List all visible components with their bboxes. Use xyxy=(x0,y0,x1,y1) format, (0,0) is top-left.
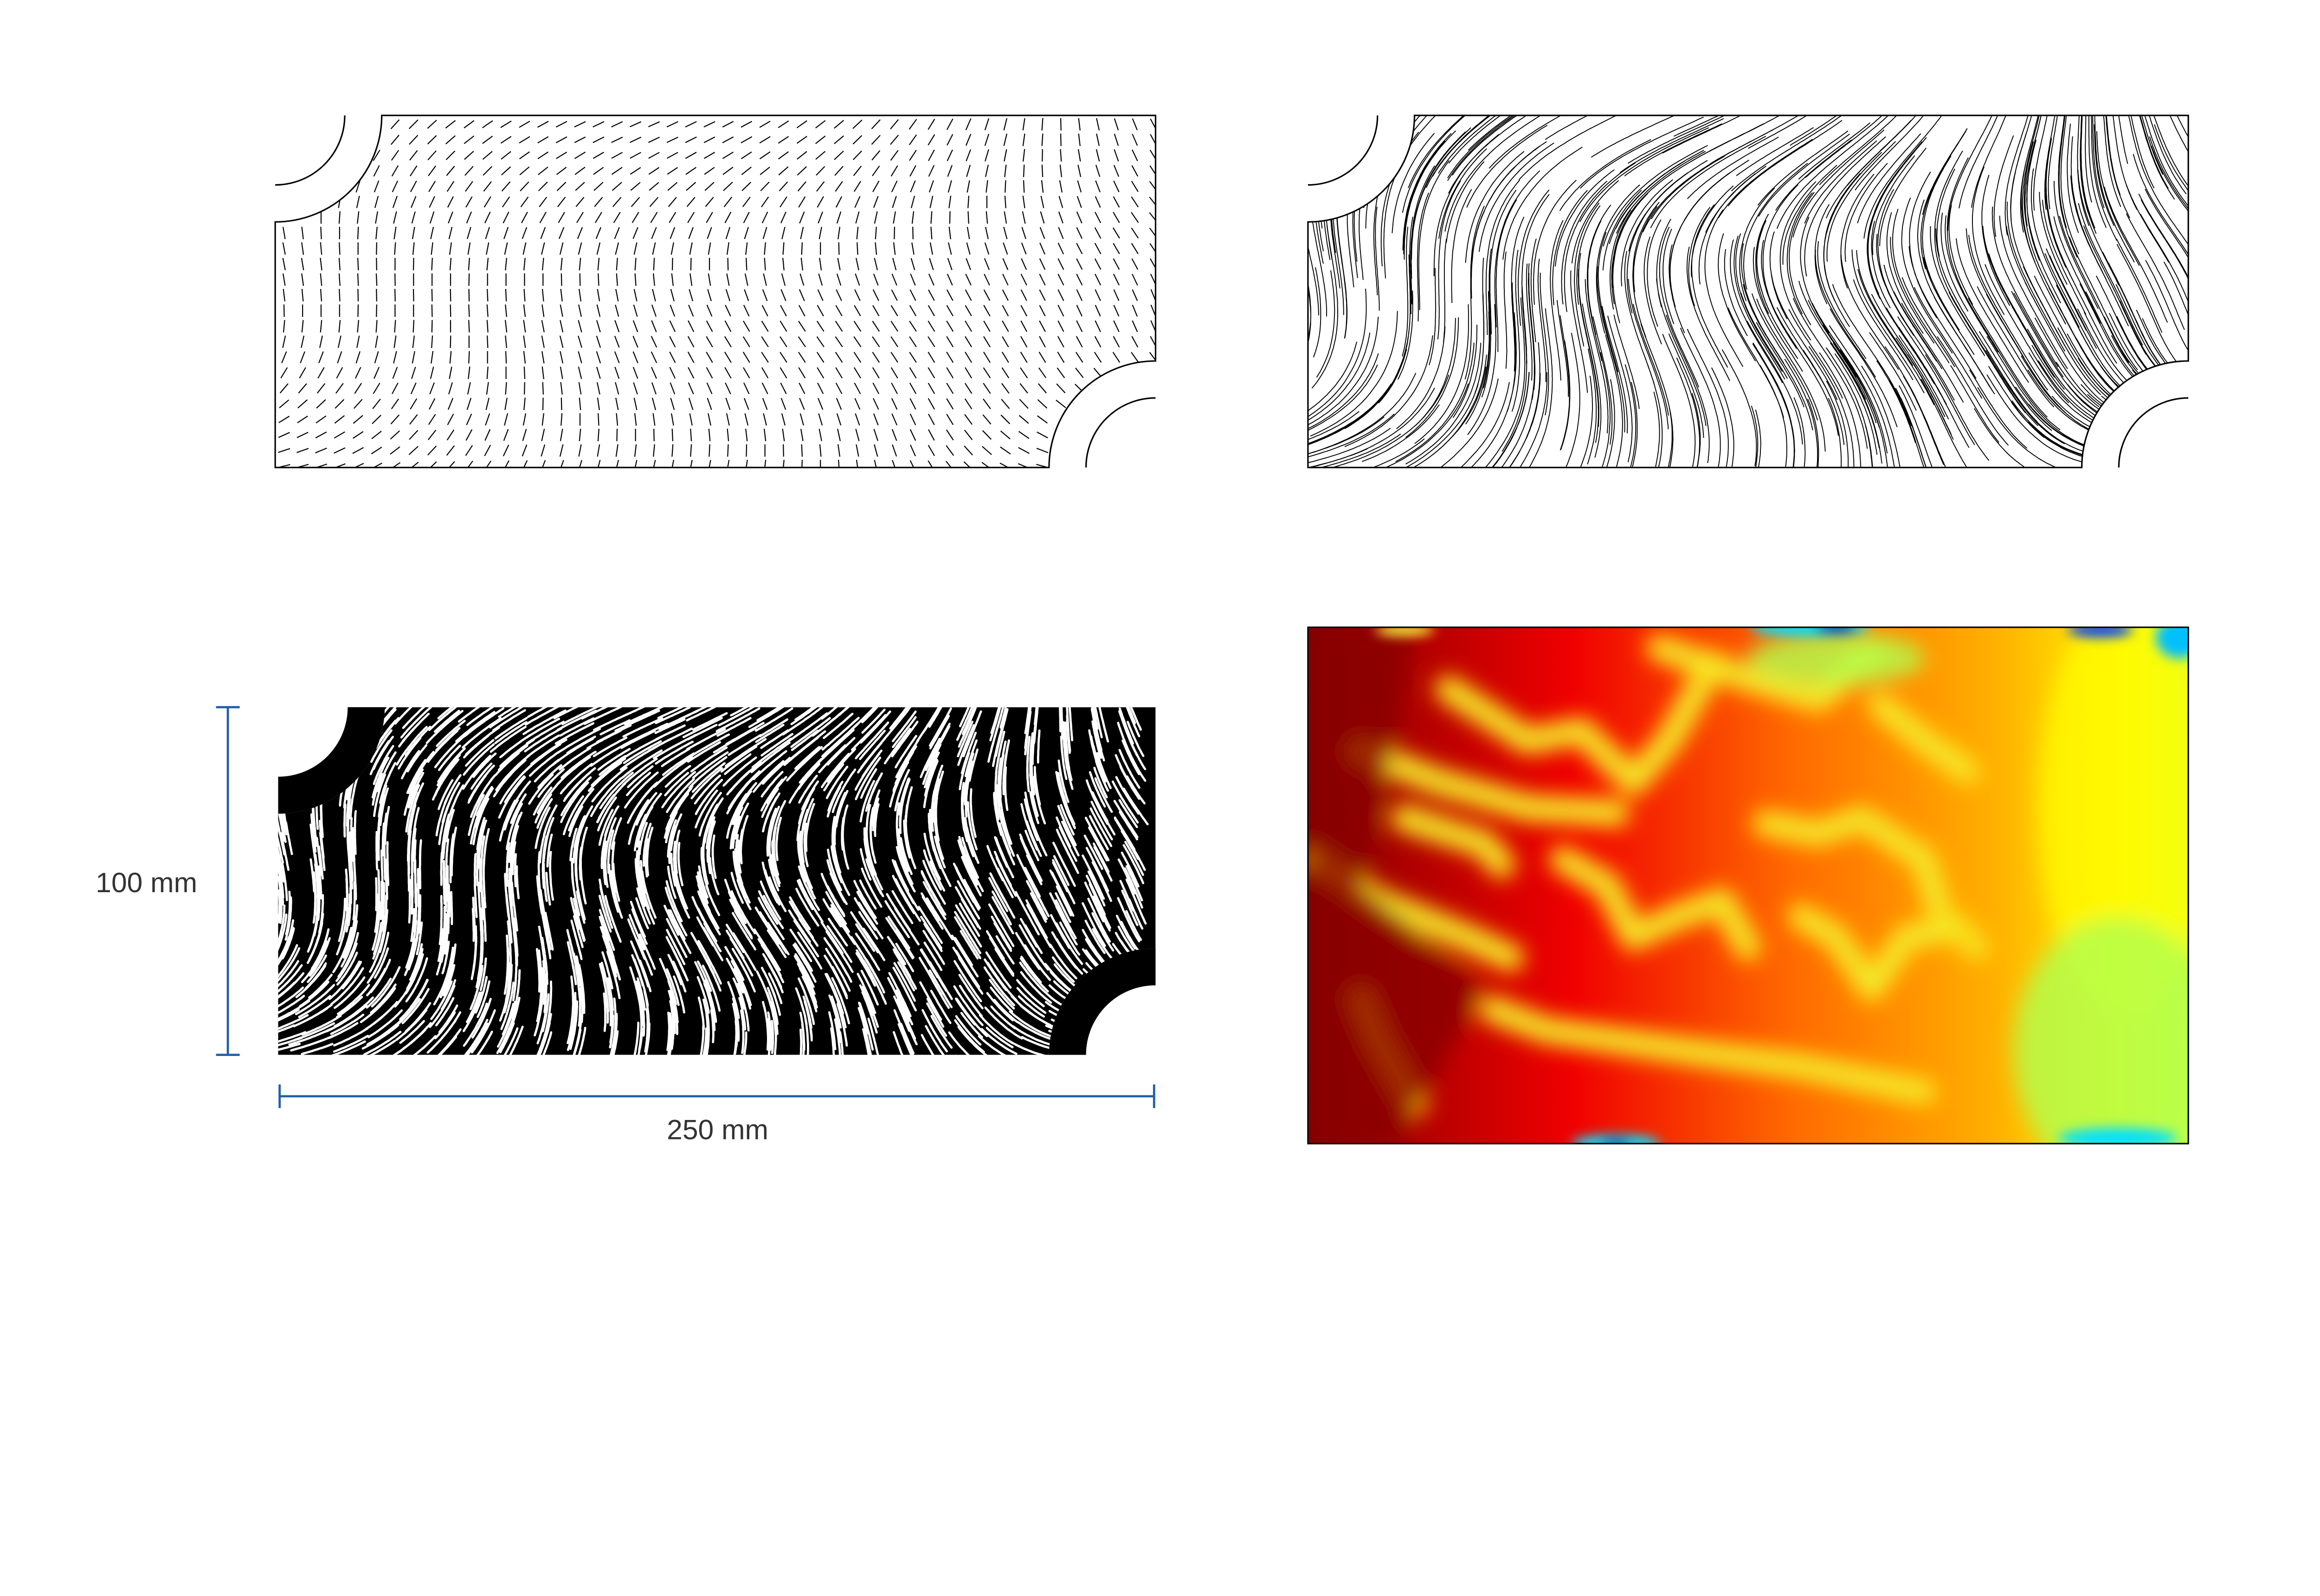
heat-edge-spot xyxy=(2058,1128,2177,1144)
streamline xyxy=(1308,115,2189,468)
width-dimension xyxy=(278,1084,1155,1108)
heat-region xyxy=(1308,627,1484,1144)
orientation-field-panel xyxy=(274,115,1157,469)
heatmap-frame xyxy=(1307,626,2189,1145)
heat-streak-core xyxy=(1488,1004,1930,1097)
heat-streak-core xyxy=(1796,911,1965,994)
heat-edge-spot xyxy=(2068,627,2133,637)
stripe xyxy=(278,707,1156,1055)
heat-streak-core xyxy=(1355,746,1622,818)
heat-edge-spot xyxy=(2156,627,2189,658)
heatmap-features xyxy=(1308,627,2189,1144)
heat-region xyxy=(1747,631,1925,685)
width-label: 250 mm xyxy=(667,1113,768,1145)
heat-region xyxy=(2038,627,2189,1015)
domain-outline xyxy=(1307,115,2189,469)
heat-edge-spot xyxy=(1815,627,1857,633)
height-dimension xyxy=(216,706,240,1056)
figure: 100 mm 250 mm xyxy=(96,115,2189,1145)
height-label: 100 mm xyxy=(96,867,197,898)
white-stripes xyxy=(278,707,1156,1055)
heatmap-edge-features xyxy=(1375,627,2189,1144)
heat-streak-core xyxy=(1875,699,1974,777)
heat-edge-spot xyxy=(1375,627,1435,636)
heatmap-panel xyxy=(1307,626,2189,1145)
domain-outline xyxy=(274,115,1157,469)
stripe-pattern-panel: 100 mm 250 mm xyxy=(96,706,1156,1145)
streamline-panel xyxy=(1307,115,2189,469)
corner-ring-bottom-right xyxy=(1049,948,1156,1055)
orientation-segment xyxy=(277,118,1156,468)
heat-edge-spot xyxy=(1601,1139,1631,1144)
streamlines xyxy=(1308,115,2189,468)
corner-ring-top-left xyxy=(278,707,385,814)
heat-streak-core xyxy=(1399,813,1507,870)
heat-region xyxy=(2014,917,2189,1144)
heat-streak-core xyxy=(1444,658,1718,788)
heat-streak-core xyxy=(1558,854,1753,953)
orientation-segments xyxy=(277,118,1156,468)
